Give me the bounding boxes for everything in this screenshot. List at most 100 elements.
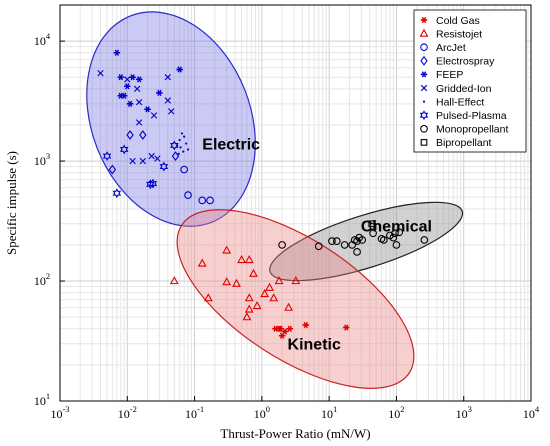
legend-marker-arcjet: [420, 43, 428, 52]
data-point-monopropellant: [314, 242, 323, 251]
x-tick-label: 10-2: [118, 404, 137, 421]
data-point-gridded-ion: [124, 76, 131, 83]
x-tick-label: 100: [254, 404, 270, 421]
data-point-gridded-ion: [154, 155, 161, 162]
legend-item-cold-gas: Cold Gas: [436, 15, 480, 27]
data-point-hall-effect: [180, 132, 184, 135]
data-point-resistojet: [237, 254, 247, 264]
data-point-hall-effect: [186, 148, 190, 151]
data-point-resistojet: [242, 312, 252, 321]
data-point-resistojet: [249, 268, 258, 277]
data-point-gridded-ion: [164, 74, 171, 81]
data-point-gridded-ion: [148, 152, 155, 160]
data-point-monopropellant: [353, 248, 361, 256]
data-point-monopropellant: [340, 241, 349, 249]
data-point-feep: [113, 49, 121, 56]
series-cold-gas: [272, 321, 350, 339]
data-point-feep: [126, 100, 134, 107]
data-point-monopropellant: [328, 237, 336, 246]
data-point-resistojet: [284, 302, 294, 311]
data-point-monopropellant: [395, 228, 404, 237]
data-point-monopropellant: [420, 236, 429, 244]
data-point-arcjet: [206, 196, 214, 205]
data-point-monopropellant: [369, 229, 377, 238]
data-point-monopropellant: [332, 237, 341, 246]
data-point-monopropellant: [358, 236, 367, 244]
data-point-electrospray: [108, 164, 117, 175]
data-point-gridded-ion: [135, 119, 143, 126]
legend-marker-gridded-ion: [420, 84, 428, 92]
data-point-gridded-ion: [97, 70, 104, 77]
data-point-gridded-ion: [133, 85, 141, 93]
x-tick-label: 101: [321, 404, 337, 421]
x-axis-label: Thrust-Power Ratio (mN/W): [220, 426, 370, 441]
data-point-cold-gas: [302, 321, 310, 329]
legend-marker-electrospray: [420, 55, 428, 66]
data-point-gridded-ion: [150, 112, 158, 119]
x-tick-label: 103: [456, 404, 472, 421]
series-feep: [113, 49, 183, 113]
data-point-resistojet: [244, 254, 254, 264]
legend-item-bipropellant: Bipropellant: [436, 137, 492, 149]
region-labels: Electric Chemical Kinetic: [202, 136, 432, 353]
data-point-monopropellant: [389, 233, 398, 242]
data-point-bipropellant: [369, 223, 377, 230]
data-point-feep: [117, 74, 124, 81]
x-tick-label: 102: [388, 404, 404, 421]
legend-item-pulsed-plasma: Pulsed-Plasma: [436, 110, 507, 122]
data-point-cold-gas: [343, 324, 350, 331]
data-point-pulsed-plasma: [170, 140, 179, 151]
data-point-feep: [144, 106, 151, 113]
y-tick-label: 101: [34, 391, 50, 408]
series-arcjet: [180, 165, 214, 205]
data-point-monopropellant: [379, 236, 388, 244]
legend-marker-hall-effect: [422, 100, 426, 103]
data-point-gridded-ion: [139, 157, 146, 165]
data-point-resistojet: [252, 300, 262, 310]
region-chemical: [269, 201, 464, 282]
data-point-electrospray: [139, 130, 147, 140]
legend-marker-feep: [420, 71, 428, 78]
legend-marker-resistojet: [419, 28, 429, 37]
data-point-resistojet: [232, 278, 241, 287]
data-point-hall-effect: [178, 138, 181, 142]
series-electrospray: [108, 130, 180, 175]
data-point-cold-gas: [278, 332, 286, 339]
data-point-pulsed-plasma: [119, 144, 129, 155]
data-point-gridded-ion: [168, 108, 175, 115]
data-point-gridded-ion: [129, 157, 136, 165]
data-point-resistojet: [169, 276, 179, 285]
data-point-resistojet: [244, 304, 254, 313]
legend-item-hall-effect: Hall-Effect: [436, 96, 484, 108]
data-point-monopropellant: [391, 229, 399, 238]
legend-marker-cold-gas: [420, 16, 428, 24]
x-tick-label: 10-1: [185, 404, 204, 421]
legend-marker-pulsed-plasma: [419, 110, 429, 121]
data-point-resistojet: [244, 293, 254, 302]
data-point-resistojet: [222, 277, 232, 286]
y-tick-label: 102: [34, 271, 50, 288]
data-point-feep: [121, 92, 128, 99]
data-point-arcjet: [184, 191, 192, 199]
data-point-gridded-ion: [164, 97, 171, 104]
data-point-pulsed-plasma: [146, 179, 155, 190]
data-point-resistojet: [260, 289, 270, 298]
data-point-arcjet: [198, 196, 207, 205]
data-point-resistojet: [197, 258, 207, 267]
region-label-kinetic: Kinetic: [288, 336, 341, 353]
x-tick-label: 10-3: [50, 404, 69, 421]
region-label-chemical: Chemical: [361, 218, 432, 235]
data-point-resistojet: [203, 293, 213, 302]
data-point-resistojet: [269, 293, 279, 302]
data-point-electrospray: [171, 151, 180, 162]
data-point-resistojet: [291, 276, 301, 285]
legend-box: [413, 9, 527, 153]
series-monopropellant: [278, 228, 429, 256]
data-points: [97, 49, 429, 339]
data-point-feep: [176, 66, 183, 73]
series-pulsed-plasma: [102, 140, 179, 199]
data-point-pulsed-plasma: [148, 178, 158, 189]
data-point-cold-gas: [286, 325, 293, 332]
x-tick-label: 104: [523, 404, 540, 421]
